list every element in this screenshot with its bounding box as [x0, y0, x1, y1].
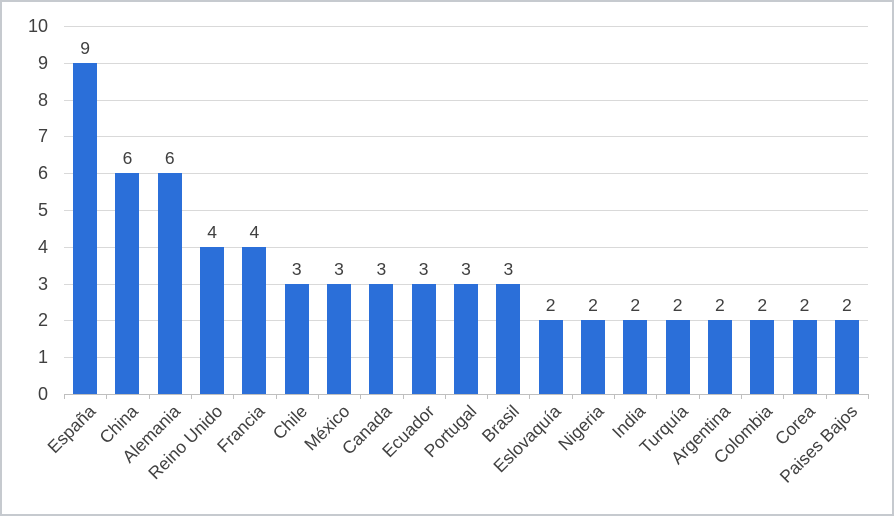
x-axis-tick — [444, 394, 446, 399]
data-label-china: 6 — [122, 148, 133, 169]
x-axis-tick — [64, 394, 65, 399]
bar-canada — [369, 283, 394, 394]
x-axis-tick — [148, 394, 150, 399]
data-label-eslovaquia: 2 — [545, 295, 556, 316]
y-axis-label-8: 8 — [37, 89, 48, 110]
bar-eslovaquia — [538, 320, 563, 394]
gridline-y8 — [64, 99, 868, 101]
x-axis-label-espana: España — [43, 401, 100, 458]
data-label-paises-bajos: 2 — [841, 295, 852, 316]
data-label-colombia: 2 — [757, 295, 768, 316]
x-axis-tick — [783, 394, 785, 399]
y-axis-label-5: 5 — [37, 200, 48, 220]
bar-alemania — [157, 173, 182, 394]
x-axis-tick — [317, 394, 319, 399]
bar-chile — [284, 283, 309, 394]
data-label-francia: 4 — [249, 221, 260, 242]
bar-paises-bajos — [834, 320, 859, 394]
y-axis-label-0: 0 — [37, 384, 48, 404]
data-label-nigeria: 2 — [588, 295, 598, 316]
data-label-espana: 9 — [80, 37, 91, 58]
x-axis-tick — [487, 394, 489, 399]
bar-china — [115, 173, 140, 394]
bar-turquia — [665, 320, 690, 394]
x-axis-tick — [360, 394, 362, 399]
gridline-y9 — [64, 62, 868, 64]
bar-reino-unido — [200, 246, 225, 394]
x-axis-label-nigeria: Nigeria — [553, 401, 608, 455]
bar-portugal — [454, 283, 478, 394]
data-label-mexico: 3 — [334, 258, 344, 279]
data-label-ecuador: 3 — [418, 258, 429, 279]
x-axis-tick — [741, 394, 743, 399]
x-axis-line — [64, 394, 868, 395]
bar-colombia — [750, 320, 775, 394]
x-axis-tick — [402, 394, 404, 399]
y-axis-label-10: 10 — [27, 16, 48, 36]
bar-nigeria — [580, 320, 605, 394]
bar-francia — [242, 246, 267, 394]
data-label-argentina: 2 — [715, 295, 725, 316]
gridline-y4 — [64, 246, 868, 248]
data-label-portugal: 3 — [461, 258, 471, 279]
bar-ecuador — [411, 283, 436, 394]
x-axis-tick — [825, 394, 827, 399]
x-axis-tick — [571, 394, 573, 399]
x-axis-tick — [275, 394, 277, 399]
y-axis-label-7: 7 — [37, 126, 48, 147]
data-label-chile: 3 — [291, 258, 302, 279]
x-axis-tick — [233, 394, 235, 399]
x-axis-tick — [868, 394, 869, 399]
bar-brasil — [496, 283, 521, 394]
x-axis-tick — [656, 394, 658, 399]
data-label-canada: 3 — [376, 258, 387, 279]
x-axis-tick — [614, 394, 616, 399]
y-axis-label-2: 2 — [37, 310, 48, 331]
y-axis-label-6: 6 — [37, 163, 48, 184]
bar-argentina — [707, 320, 732, 394]
gridline-y7 — [64, 136, 868, 138]
data-label-turquia: 2 — [672, 295, 683, 316]
x-axis-tick — [529, 394, 531, 399]
bar-mexico — [327, 283, 352, 394]
x-axis-tick — [698, 394, 700, 399]
bar-corea — [792, 320, 817, 394]
bar-espana — [73, 62, 98, 394]
y-axis-label-4: 4 — [37, 236, 48, 257]
gridline-y6 — [64, 173, 868, 175]
data-label-brasil: 3 — [503, 258, 514, 279]
y-axis-label-1: 1 — [37, 347, 48, 368]
y-axis-label-9: 9 — [37, 52, 48, 73]
gridline-y5 — [64, 210, 868, 211]
data-label-reino-unido: 4 — [207, 221, 217, 242]
x-axis-tick — [190, 394, 192, 399]
gridline-y10 — [64, 26, 868, 27]
data-label-india: 2 — [630, 295, 641, 316]
y-axis-label-3: 3 — [37, 273, 48, 294]
data-label-alemania: 6 — [164, 148, 175, 169]
data-label-corea: 2 — [799, 295, 810, 316]
x-axis-tick — [106, 394, 108, 399]
bar-india — [623, 320, 648, 394]
